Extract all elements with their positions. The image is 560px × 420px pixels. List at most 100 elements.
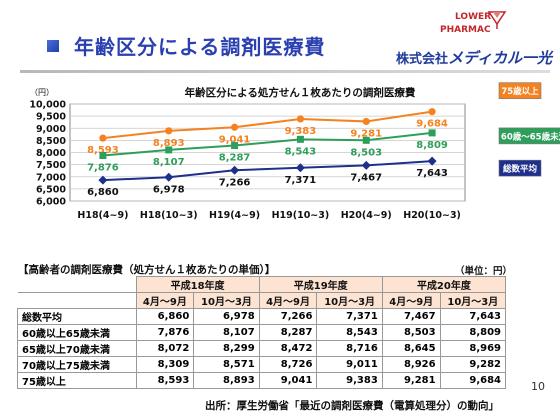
table-row: 60歳以上65歳未満 7,876 8,107 8,287 8,543 8,503… bbox=[17, 324, 507, 341]
source-note: 出所：厚生労働省「最近の調剤医療費（電算処理分）の動向」 bbox=[205, 400, 499, 412]
data-point bbox=[362, 136, 370, 144]
legend-label: 総数平均 bbox=[503, 164, 538, 175]
data-label: 9,383 bbox=[285, 126, 317, 137]
y-tick-label: 7,000 bbox=[36, 172, 66, 183]
x-tick-label: H18(10~3) bbox=[140, 210, 198, 221]
data-point bbox=[165, 146, 173, 154]
table-cell: 8,309 bbox=[135, 356, 195, 373]
table-row: 65歳以上70歳未満 8,072 8,299 8,472 8,716 8,645… bbox=[17, 340, 507, 357]
data-point bbox=[296, 135, 304, 143]
table-cell: 8,645 bbox=[381, 340, 441, 357]
data-label: 9,041 bbox=[219, 134, 251, 145]
data-label: 7,266 bbox=[219, 177, 251, 188]
table-cell: 6,978 bbox=[193, 308, 260, 325]
data-point bbox=[98, 175, 108, 185]
cost-table: 平成18年度 平成19年度 平成20年度 4月～9月 10月～3月 4月～9月 … bbox=[17, 276, 507, 389]
series-line bbox=[102, 131, 433, 157]
data-point bbox=[230, 165, 240, 175]
table-cell: 9,383 bbox=[316, 372, 383, 389]
title-bullet bbox=[47, 40, 59, 52]
data-label: 8,287 bbox=[219, 153, 251, 164]
table-cell: 9,281 bbox=[381, 372, 441, 389]
data-point bbox=[164, 172, 174, 182]
table-cell: 8,571 bbox=[193, 356, 260, 373]
table-cell: 8,893 bbox=[193, 372, 260, 389]
data-point bbox=[427, 156, 437, 166]
x-tick-label: H18(4~9) bbox=[77, 210, 128, 221]
company-name: 株式会社メディカル一光 bbox=[396, 47, 552, 68]
row-label: 65歳以上70歳未満 bbox=[17, 340, 137, 357]
y-tick-label: 6,500 bbox=[36, 184, 66, 195]
table-cell: 8,287 bbox=[258, 324, 318, 341]
table-corner bbox=[17, 276, 137, 293]
table-cell: 9,684 bbox=[439, 372, 507, 389]
period-header: 10月～3月 bbox=[193, 292, 260, 309]
table-cell: 7,876 bbox=[135, 324, 195, 341]
data-point bbox=[165, 127, 173, 135]
row-label: 60歳以上65歳未満 bbox=[17, 324, 137, 341]
data-label: 9,684 bbox=[416, 119, 448, 130]
year-header: 平成20年度 bbox=[381, 276, 507, 293]
page-title: 年齢区分による調剤医療費 bbox=[74, 35, 326, 59]
legend-label: 60歳～65歳未満 bbox=[501, 131, 560, 142]
period-header: 4月～9月 bbox=[381, 292, 441, 309]
data-point bbox=[99, 134, 107, 142]
table-cell: 9,011 bbox=[316, 356, 383, 373]
company-prefix: 株式会社 bbox=[396, 52, 449, 67]
year-header: 平成19年度 bbox=[258, 276, 383, 293]
company-brand: メディカル一光 bbox=[448, 49, 552, 67]
table-cell: 8,926 bbox=[381, 356, 441, 373]
x-tick-label: H20(4~9) bbox=[341, 210, 392, 221]
data-label: 8,503 bbox=[350, 147, 382, 158]
title-underline bbox=[20, 70, 550, 73]
data-label: 8,809 bbox=[416, 140, 448, 151]
data-point bbox=[428, 108, 436, 116]
table-cell: 9,041 bbox=[258, 372, 318, 389]
y-tick-label: 10,000 bbox=[29, 100, 66, 111]
row-label: 70歳以上75歳未満 bbox=[17, 356, 137, 373]
y-tick-label: 6,000 bbox=[36, 197, 66, 208]
table-cell: 8,472 bbox=[258, 340, 318, 357]
data-label: 8,593 bbox=[87, 145, 119, 156]
data-point bbox=[295, 163, 305, 173]
table-cell: 7,643 bbox=[439, 308, 507, 325]
table-row: 70歳以上75歳未満 8,309 8,571 8,726 9,011 8,926… bbox=[17, 356, 507, 373]
chart-title: 年齢区分による処方せん１枚あたりの調剤医療費 bbox=[184, 87, 416, 99]
x-tick-label: H19(4~9) bbox=[209, 210, 260, 221]
table-cell: 8,543 bbox=[316, 324, 383, 341]
page-number: 10 bbox=[531, 380, 545, 393]
period-header: 4月～9月 bbox=[135, 292, 195, 309]
data-point bbox=[231, 142, 239, 150]
data-label: 6,978 bbox=[153, 184, 185, 195]
x-tick-label: H20(10~3) bbox=[403, 210, 461, 221]
data-label: 7,371 bbox=[285, 175, 317, 186]
table-cell: 7,467 bbox=[381, 308, 441, 325]
data-label: 7,876 bbox=[87, 163, 119, 174]
table-cell: 7,371 bbox=[316, 308, 383, 325]
period-header: 10月～3月 bbox=[439, 292, 507, 309]
logo-word-lower: LOWER bbox=[455, 12, 492, 22]
legend-box bbox=[498, 127, 560, 145]
row-label: 総数平均 bbox=[17, 308, 137, 325]
table-cell: 8,809 bbox=[439, 324, 507, 341]
y-tick-label: 9,000 bbox=[36, 124, 66, 135]
flower-logo-icon bbox=[487, 11, 507, 29]
table-cell: 8,503 bbox=[381, 324, 441, 341]
period-header: 4月～9月 bbox=[258, 292, 318, 309]
legend-box bbox=[498, 159, 542, 177]
table-unit: （単位：円） bbox=[455, 266, 513, 277]
series-line bbox=[102, 160, 433, 182]
series-line bbox=[102, 110, 433, 140]
data-label: 8,107 bbox=[153, 157, 185, 168]
data-point bbox=[99, 152, 107, 160]
data-point bbox=[362, 117, 370, 126]
data-point bbox=[296, 115, 305, 123]
year-header: 平成18年度 bbox=[135, 276, 260, 293]
table-cell: 8,299 bbox=[193, 340, 260, 357]
period-header: 10月～3月 bbox=[316, 292, 383, 309]
table-cell: 8,726 bbox=[258, 356, 318, 373]
y-tick-label: 7,500 bbox=[36, 160, 66, 171]
data-point bbox=[361, 160, 371, 170]
table-cell: 8,593 bbox=[135, 372, 195, 389]
table-year-row: 平成18年度 平成19年度 平成20年度 bbox=[17, 276, 507, 293]
